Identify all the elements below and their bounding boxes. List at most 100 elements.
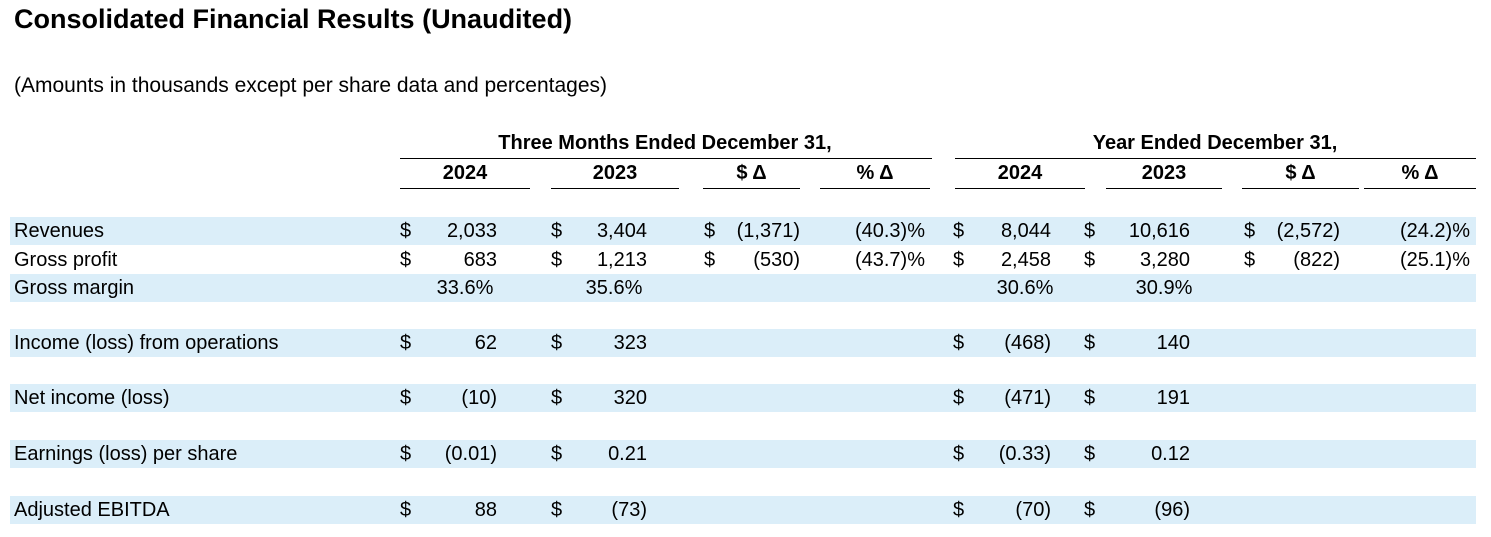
currency-symbol: $ (953, 332, 965, 354)
page-subtitle: (Amounts in thousands except per share d… (14, 74, 608, 97)
currency-symbol: $ (1244, 249, 1256, 271)
table-row: Gross margin 33.6% 35.6% 30.6% 30.9% (0, 274, 1491, 302)
cell-value: 2,033 (446, 220, 497, 242)
table-row: Adjusted EBITDA $88 $ (73) $ (70) $ (96) (0, 496, 1491, 524)
col-ye-dollar-change-header: $ Δ (1285, 162, 1316, 184)
row-label: Adjusted EBITDA (14, 499, 170, 521)
header-three-months: Three Months Ended December 31, (498, 132, 832, 154)
cell-value: (24.2)% (1399, 220, 1470, 242)
col-3m-2023-header: 2023 (592, 162, 638, 184)
table-row: Revenues $2,033 $3,404 $ (1,371) (40.3)% $8,04… (0, 217, 1491, 245)
table-row: Net income (loss) $ (10) $320 $ (471) $191 (0, 384, 1491, 412)
currency-symbol: $ (704, 249, 716, 271)
group-rule-three-months (400, 158, 932, 159)
currency-symbol: $ (551, 332, 563, 354)
cell-value: (468) (1004, 332, 1051, 354)
table-row: Income (loss) from operations $62 $323 $ (46… (0, 329, 1491, 357)
currency-symbol: $ (1084, 443, 1096, 465)
cell-value: 191 (1156, 387, 1190, 409)
row-label: Income (loss) from operations (14, 332, 279, 354)
currency-symbol: $ (704, 220, 716, 242)
cell-value: 10,616 (1128, 220, 1190, 242)
cell-value: 323 (613, 332, 647, 354)
cell-value: (43.7)% (854, 249, 925, 271)
col-3m-2023-rule (551, 188, 679, 189)
page-title: Consolidated Financial Results (Unaudite… (14, 4, 573, 34)
cell-value: (0.33) (998, 443, 1051, 465)
col-3m-2024-rule (400, 188, 530, 189)
cell-value: (822) (1293, 249, 1340, 271)
currency-symbol: $ (551, 499, 563, 521)
col-ye-pct-change-header: % Δ (1401, 162, 1439, 184)
cell-value: (471) (1004, 387, 1051, 409)
currency-symbol: $ (953, 249, 965, 271)
cell-value: 8,044 (1000, 220, 1051, 242)
cell-value: 62 (474, 332, 497, 354)
currency-symbol: $ (1084, 220, 1096, 242)
cell-value: (96) (1154, 499, 1190, 521)
currency-symbol: $ (953, 499, 965, 521)
currency-symbol: $ (1084, 332, 1096, 354)
row-label: Earnings (loss) per share (14, 443, 238, 465)
cell-value: 33.6% (436, 277, 494, 299)
row-band (10, 440, 1476, 468)
cell-value: (25.1)% (1399, 249, 1470, 271)
cell-value: 683 (463, 249, 497, 271)
cell-value: 3,280 (1139, 249, 1190, 271)
col-3m-2024-header: 2024 (442, 162, 488, 184)
cell-value: 140 (1156, 332, 1190, 354)
currency-symbol: $ (953, 443, 965, 465)
cell-value: 88 (474, 499, 497, 521)
col-ye-2023-rule (1106, 188, 1222, 189)
cell-value: 0.21 (608, 443, 647, 465)
currency-symbol: $ (551, 249, 563, 271)
currency-symbol: $ (1084, 499, 1096, 521)
col-ye-dollar-change-rule (1242, 188, 1359, 189)
cell-value: (73) (611, 499, 647, 521)
row-label: Revenues (14, 220, 105, 242)
cell-value: 35.6% (585, 277, 643, 299)
table-row: Gross profit $683 $1,213 $ (530) (43.7)% $2,45… (0, 246, 1491, 274)
cell-value: (1,371) (736, 220, 800, 242)
row-band (10, 496, 1476, 524)
col-ye-2024-header: 2024 (997, 162, 1043, 184)
cell-value: 320 (613, 387, 647, 409)
cell-value: (0.01) (444, 443, 497, 465)
col-ye-pct-change-rule (1364, 188, 1476, 189)
cell-value: 2,458 (1000, 249, 1051, 271)
header-year-ended: Year Ended December 31, (1092, 132, 1338, 154)
row-label: Gross margin (14, 277, 135, 299)
currency-symbol: $ (1244, 220, 1256, 242)
row-band (10, 217, 1476, 245)
col-3m-pct-change-rule (820, 188, 930, 189)
cell-value: (40.3)% (854, 220, 925, 242)
currency-symbol: $ (551, 387, 563, 409)
currency-symbol: $ (400, 249, 412, 271)
currency-symbol: $ (953, 387, 965, 409)
row-band (10, 384, 1476, 412)
col-ye-2023-header: 2023 (1141, 162, 1187, 184)
col-ye-2024-rule (955, 188, 1085, 189)
col-3m-pct-change-header: % Δ (856, 162, 894, 184)
cell-value: 1,213 (596, 249, 647, 271)
cell-value: (10) (461, 387, 497, 409)
currency-symbol: $ (1084, 387, 1096, 409)
currency-symbol: $ (400, 220, 412, 242)
currency-symbol: $ (400, 387, 412, 409)
currency-symbol: $ (551, 443, 563, 465)
cell-value: (2,572) (1276, 220, 1340, 242)
currency-symbol: $ (400, 499, 412, 521)
cell-value: 0.12 (1151, 443, 1190, 465)
currency-symbol: $ (953, 220, 965, 242)
cell-value: 3,404 (596, 220, 647, 242)
currency-symbol: $ (551, 220, 563, 242)
cell-value: 30.9% (1135, 277, 1193, 299)
col-3m-dollar-change-rule (703, 188, 800, 189)
cell-value: 30.6% (996, 277, 1054, 299)
cell-value: (530) (753, 249, 800, 271)
row-label: Gross profit (14, 249, 118, 271)
row-label: Net income (loss) (14, 387, 170, 409)
currency-symbol: $ (400, 443, 412, 465)
col-3m-dollar-change-header: $ Δ (736, 162, 767, 184)
currency-symbol: $ (400, 332, 412, 354)
